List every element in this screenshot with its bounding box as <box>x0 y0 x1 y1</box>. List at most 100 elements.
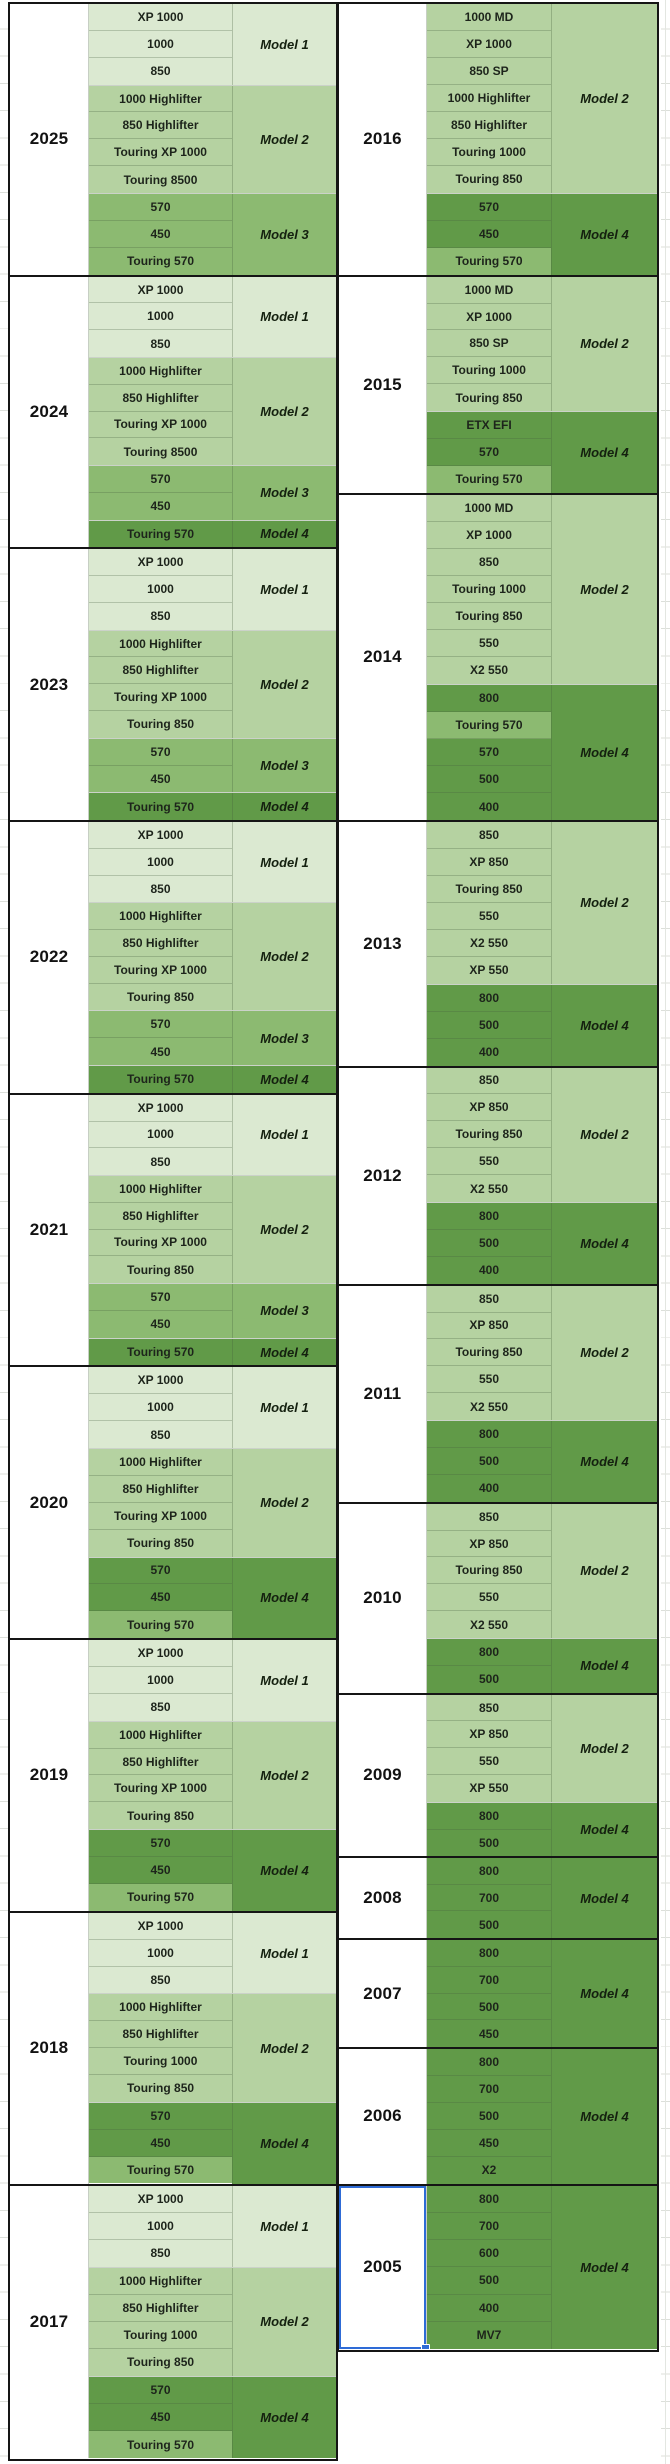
model-cell[interactable]: 850 <box>427 548 551 576</box>
model-cell[interactable]: ETX EFI <box>427 412 551 440</box>
model-cell[interactable]: 1000 <box>89 576 232 603</box>
model-cell[interactable]: 1000 <box>89 30 232 58</box>
model-cell[interactable]: 400 <box>427 2294 551 2322</box>
model-cell[interactable]: 450 <box>89 765 232 793</box>
year-cell[interactable]: 2007 <box>339 1940 427 2048</box>
model-cell[interactable]: 450 <box>89 2129 232 2157</box>
model-cell[interactable]: XP 1000 <box>89 2185 232 2213</box>
model-cell[interactable]: 850 Highlifter <box>89 1202 232 1230</box>
model-label-cell[interactable]: Model 2 <box>232 630 336 738</box>
model-cell[interactable]: 450 <box>89 1310 232 1338</box>
model-label-cell[interactable]: Model 4 <box>551 684 657 821</box>
model-cell[interactable]: 570 <box>89 1011 232 1039</box>
model-label-cell[interactable]: Model 4 <box>232 520 336 548</box>
year-cell[interactable]: 2025 <box>10 4 89 275</box>
model-cell[interactable]: 850 Highlifter <box>89 112 232 140</box>
model-label-cell[interactable]: Model 2 <box>232 85 336 194</box>
model-cell[interactable]: Touring 570 <box>89 247 232 275</box>
model-cell[interactable]: XP 850 <box>427 1721 551 1749</box>
model-cell[interactable]: 450 <box>427 2129 551 2157</box>
model-cell[interactable]: X2 550 <box>427 1175 551 1202</box>
model-cell[interactable]: 800 <box>427 1202 551 1230</box>
model-cell[interactable]: 800 <box>427 1940 551 1967</box>
model-cell[interactable]: 500 <box>427 1229 551 1257</box>
model-cell[interactable]: Touring XP 1000 <box>89 956 232 984</box>
model-label-cell[interactable]: Model 4 <box>551 1202 657 1284</box>
model-cell[interactable]: Touring 570 <box>89 2431 232 2459</box>
model-cell[interactable]: X2 550 <box>427 1393 551 1421</box>
year-cell[interactable]: 2006 <box>339 2049 427 2184</box>
model-cell[interactable]: 1000 <box>89 303 232 331</box>
model-label-cell[interactable]: Model 4 <box>232 2376 336 2459</box>
model-cell[interactable]: Touring 570 <box>89 793 232 821</box>
model-label-cell[interactable]: Model 1 <box>232 4 336 85</box>
model-cell[interactable]: XP 1000 <box>89 1094 232 1122</box>
model-cell[interactable]: Touring 570 <box>89 2156 232 2184</box>
model-label-cell[interactable]: Model 4 <box>551 2049 657 2184</box>
model-cell[interactable]: Touring 850 <box>427 1339 551 1367</box>
model-label-cell[interactable]: Model 3 <box>232 738 336 793</box>
model-cell[interactable]: 800 <box>427 684 551 712</box>
year-cell[interactable]: 2019 <box>10 1640 89 1911</box>
model-cell[interactable]: Touring 850 <box>427 384 551 412</box>
model-cell[interactable]: 570 <box>427 739 551 767</box>
model-label-cell[interactable]: Model 4 <box>551 2185 657 2350</box>
model-label-cell[interactable]: Model 4 <box>232 1065 336 1093</box>
model-label-cell[interactable]: Model 2 <box>232 1449 336 1557</box>
model-cell[interactable]: 1000 <box>89 848 232 876</box>
model-cell[interactable]: 450 <box>89 1857 232 1884</box>
model-label-cell[interactable]: Model 1 <box>232 1912 336 1994</box>
model-label-cell[interactable]: Model 2 <box>551 494 657 684</box>
year-cell[interactable]: 2024 <box>10 276 89 548</box>
model-cell[interactable]: XP 1000 <box>89 1640 232 1667</box>
model-cell[interactable]: 450 <box>89 2404 232 2432</box>
model-label-cell[interactable]: Model 2 <box>551 822 657 984</box>
model-cell[interactable]: 450 <box>89 1038 232 1065</box>
model-label-cell[interactable]: Model 1 <box>232 549 336 630</box>
model-cell[interactable]: 1000 <box>89 1121 232 1149</box>
model-label-cell[interactable]: Model 3 <box>232 194 336 275</box>
model-cell[interactable]: 850 <box>427 1503 551 1531</box>
model-cell[interactable]: 600 <box>427 2240 551 2268</box>
model-cell[interactable]: 850 <box>89 875 232 903</box>
model-cell[interactable]: 1000 <box>89 2212 232 2240</box>
model-cell[interactable]: Touring 850 <box>89 710 232 738</box>
year-cell[interactable]: 2012 <box>339 1067 427 1284</box>
fill-handle[interactable] <box>421 2344 430 2350</box>
model-cell[interactable]: 850 <box>89 602 232 630</box>
model-cell[interactable]: 850 <box>89 2239 232 2267</box>
model-cell[interactable]: 570 <box>89 1284 232 1311</box>
model-cell[interactable]: Touring 570 <box>427 247 551 275</box>
model-cell[interactable]: 500 <box>427 2102 551 2130</box>
model-cell[interactable]: 850 Highlifter <box>89 2021 232 2049</box>
model-cell[interactable]: 850 <box>427 1694 551 1722</box>
model-label-cell[interactable]: Model 4 <box>551 1421 657 1502</box>
model-cell[interactable]: Touring 850 <box>427 1557 551 1585</box>
model-cell[interactable]: 500 <box>427 766 551 794</box>
model-cell[interactable]: 450 <box>427 220 551 248</box>
model-cell[interactable]: 400 <box>427 793 551 821</box>
year-cell[interactable]: 2020 <box>10 1367 89 1639</box>
model-cell[interactable]: XP 850 <box>427 1530 551 1558</box>
model-cell[interactable]: 800 <box>427 1421 551 1449</box>
model-cell[interactable]: Touring 1000 <box>427 357 551 385</box>
model-cell[interactable]: Touring XP 1000 <box>89 411 232 439</box>
year-cell[interactable]: 2023 <box>10 549 89 821</box>
model-cell[interactable]: XP 1000 <box>89 276 232 304</box>
model-cell[interactable]: Touring 1000 <box>89 2048 232 2076</box>
model-cell[interactable]: 850 SP <box>427 330 551 358</box>
year-cell[interactable]: 2010 <box>339 1503 427 1693</box>
model-label-cell[interactable]: Model 4 <box>232 2102 336 2184</box>
model-cell[interactable]: 570 <box>89 466 232 493</box>
model-label-cell[interactable]: Model 4 <box>232 793 336 821</box>
model-cell[interactable]: 700 <box>427 1966 551 1994</box>
model-cell[interactable]: 570 <box>89 2376 232 2405</box>
model-cell[interactable]: Touring 570 <box>89 1883 232 1911</box>
model-label-cell[interactable]: Model 2 <box>551 1067 657 1202</box>
model-cell[interactable]: 570 <box>89 194 232 221</box>
model-cell[interactable]: 850 Highlifter <box>89 1748 232 1776</box>
model-cell[interactable]: 570 <box>89 1557 232 1585</box>
model-cell[interactable]: Touring 850 <box>89 2075 232 2102</box>
model-cell[interactable]: 1000 <box>89 1666 232 1694</box>
year-cell[interactable]: 2014 <box>339 494 427 821</box>
